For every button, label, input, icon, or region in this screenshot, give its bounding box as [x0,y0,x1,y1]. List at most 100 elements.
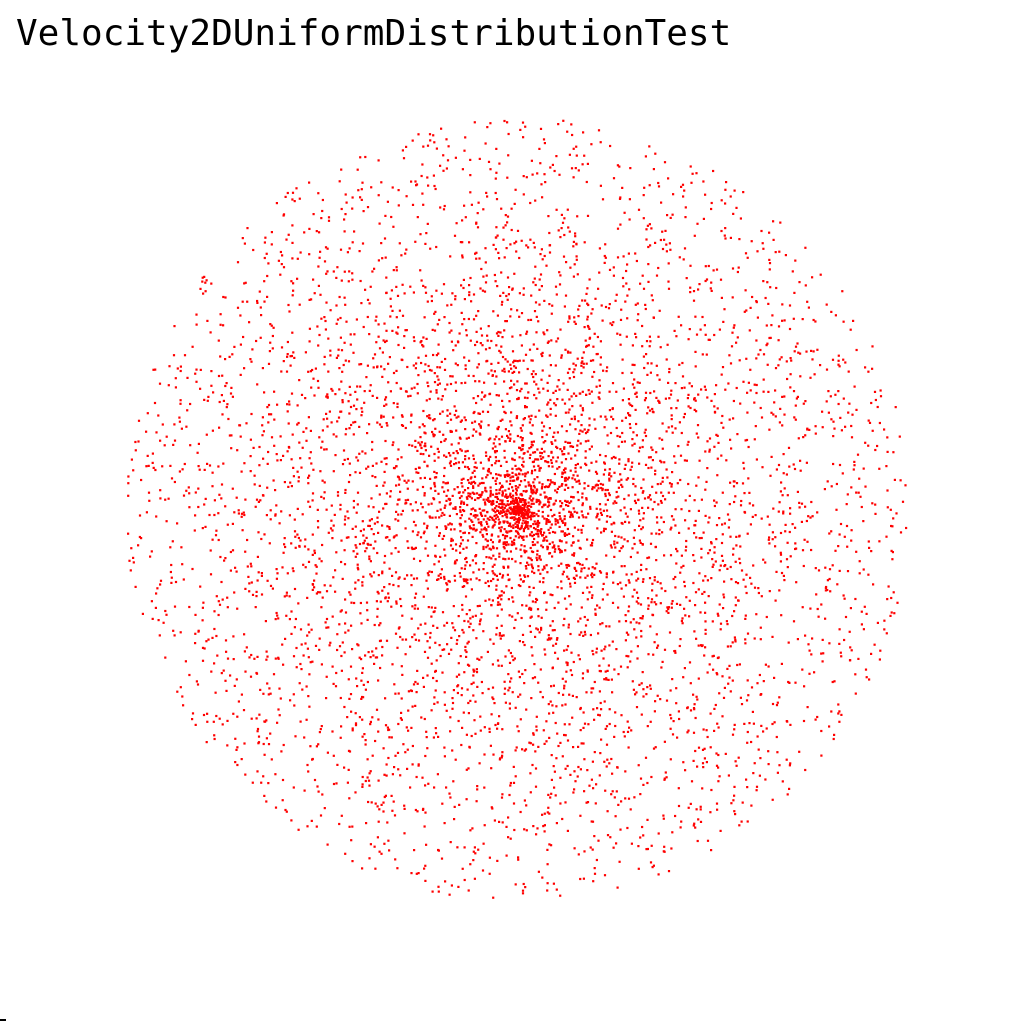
velocity-point [531,535,534,538]
velocity-point [211,636,214,639]
velocity-point [480,680,483,684]
velocity-point [651,589,654,592]
velocity-point [504,428,507,431]
velocity-point [426,144,430,147]
velocity-point [407,690,410,693]
velocity-point [781,780,784,783]
velocity-point [471,421,474,424]
velocity-point [787,446,791,449]
velocity-point [693,822,696,825]
velocity-point [628,581,631,584]
velocity-point [545,485,548,488]
velocity-point [521,457,524,460]
velocity-point [505,544,508,547]
velocity-point [735,544,738,547]
velocity-point [830,310,833,313]
velocity-point [441,511,444,515]
velocity-point [436,626,439,629]
velocity-point [525,244,528,247]
velocity-point [591,538,595,542]
velocity-point [669,554,673,557]
velocity-point [615,501,618,504]
velocity-point [581,514,584,517]
velocity-point [337,416,341,419]
velocity-point [564,411,567,414]
velocity-point [850,436,854,439]
velocity-point [898,435,901,438]
velocity-point [879,389,882,392]
velocity-point [568,501,571,504]
velocity-point [483,528,486,531]
velocity-point [868,678,871,681]
velocity-point [531,512,534,515]
velocity-point [567,320,570,323]
velocity-point [497,330,500,334]
velocity-point [654,473,657,476]
velocity-point [405,329,408,332]
velocity-point [255,672,259,675]
velocity-point [501,751,504,754]
velocity-point [419,623,422,626]
velocity-point [524,382,527,385]
velocity-point [470,482,473,485]
velocity-point [329,527,333,530]
velocity-point [426,415,429,418]
velocity-point [195,380,198,383]
velocity-point [137,544,140,547]
velocity-point [273,418,276,421]
velocity-point [606,498,609,501]
velocity-point [798,506,801,509]
velocity-point [658,533,661,536]
velocity-point [672,518,675,521]
velocity-point [580,510,583,513]
velocity-point [679,826,682,829]
velocity-point [401,673,404,676]
velocity-point [344,598,347,601]
velocity-point [582,726,585,729]
velocity-point [647,466,650,470]
velocity-point [326,247,329,250]
velocity-point [628,288,631,291]
velocity-point [377,531,380,534]
velocity-point [479,531,482,534]
velocity-point [539,668,542,671]
velocity-point [563,233,566,237]
velocity-point [514,706,517,709]
velocity-point [732,547,735,550]
velocity-point [529,516,532,519]
velocity-point [425,337,428,340]
velocity-point [381,257,384,260]
velocity-point [668,371,671,374]
velocity-point [548,303,551,306]
velocity-point [532,489,535,492]
velocity-point [629,621,632,624]
velocity-point [686,397,689,400]
velocity-point [840,655,843,658]
velocity-point [636,381,639,384]
velocity-point [375,647,378,650]
velocity-point [528,483,531,486]
velocity-point [666,214,669,217]
velocity-point [535,833,538,836]
velocity-point [436,375,439,378]
velocity-point [374,802,377,805]
velocity-point [527,527,530,530]
velocity-point [390,794,393,797]
velocity-point [495,450,498,453]
velocity-point [848,630,851,633]
velocity-point [549,166,552,169]
velocity-point [849,328,852,331]
velocity-point [378,624,381,627]
velocity-point [879,395,883,398]
velocity-point [313,549,316,552]
velocity-point [535,490,538,493]
velocity-point [509,363,512,366]
velocity-point [634,493,637,496]
velocity-point [325,272,328,275]
velocity-point [699,328,702,331]
velocity-point [462,711,465,714]
velocity-point [494,248,497,251]
velocity-point [556,337,560,340]
velocity-point [354,555,357,558]
velocity-point [623,211,626,214]
